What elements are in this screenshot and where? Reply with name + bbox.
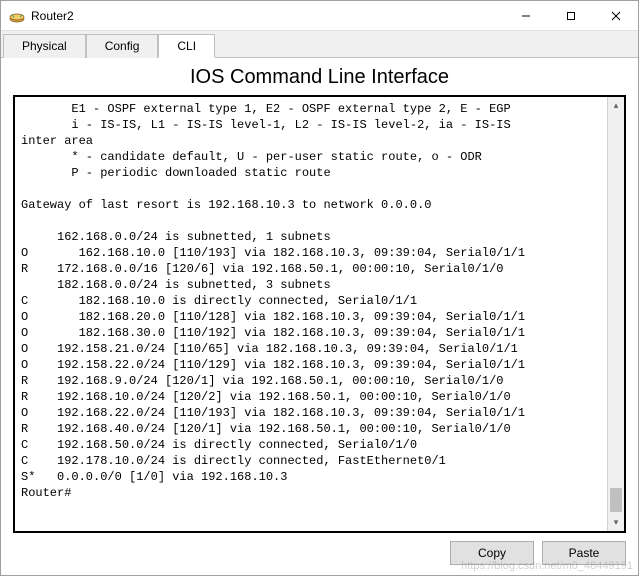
terminal-container: E1 - OSPF external type 1, E2 - OSPF ext… xyxy=(13,95,626,533)
tab-config[interactable]: Config xyxy=(86,34,159,58)
button-row: Copy Paste xyxy=(13,533,626,565)
scroll-down-button[interactable]: ▾ xyxy=(608,514,624,531)
titlebar: Router2 xyxy=(1,1,638,31)
router-icon xyxy=(9,8,25,24)
terminal-output[interactable]: E1 - OSPF external type 1, E2 - OSPF ext… xyxy=(15,97,607,531)
tab-cli[interactable]: CLI xyxy=(158,34,215,58)
window-title: Router2 xyxy=(31,9,503,23)
paste-button[interactable]: Paste xyxy=(542,541,626,565)
scroll-track[interactable] xyxy=(608,114,624,514)
titlebar-buttons xyxy=(503,1,638,30)
scroll-up-button[interactable]: ▴ xyxy=(608,97,624,114)
maximize-button[interactable] xyxy=(548,1,593,30)
scroll-thumb[interactable] xyxy=(610,488,622,512)
tab-bar: Physical Config CLI xyxy=(1,31,638,58)
cli-title: IOS Command Line Interface xyxy=(13,66,626,89)
tab-physical[interactable]: Physical xyxy=(3,34,86,58)
close-button[interactable] xyxy=(593,1,638,30)
tab-content: IOS Command Line Interface E1 - OSPF ext… xyxy=(1,58,638,575)
minimize-button[interactable] xyxy=(503,1,548,30)
copy-button[interactable]: Copy xyxy=(450,541,534,565)
scrollbar[interactable]: ▴ ▾ xyxy=(607,97,624,531)
app-window: Router2 Physical Config CLI IOS Command … xyxy=(0,0,639,576)
